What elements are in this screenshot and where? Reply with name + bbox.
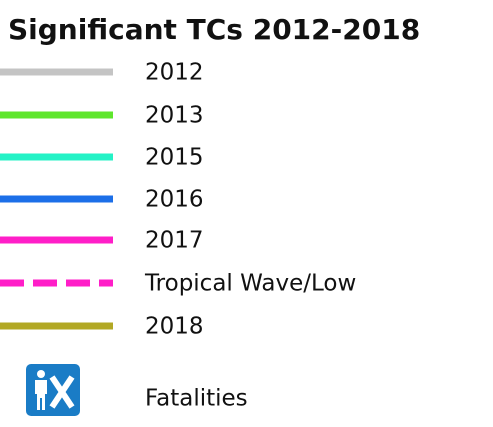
legend-title: Significant TCs 2012-2018 bbox=[8, 13, 420, 46]
legend-label: 2017 bbox=[145, 228, 204, 254]
legend-label: 2012 bbox=[145, 60, 204, 86]
legend-label: 2013 bbox=[145, 103, 204, 129]
fatalities-icon bbox=[26, 364, 80, 416]
legend-label: 2018 bbox=[145, 314, 204, 340]
legend-label: 2016 bbox=[145, 187, 204, 213]
legend-label: 2015 bbox=[145, 145, 204, 171]
legend-label: Tropical Wave/Low bbox=[144, 271, 356, 297]
icon-label: Fatalities bbox=[145, 386, 248, 412]
